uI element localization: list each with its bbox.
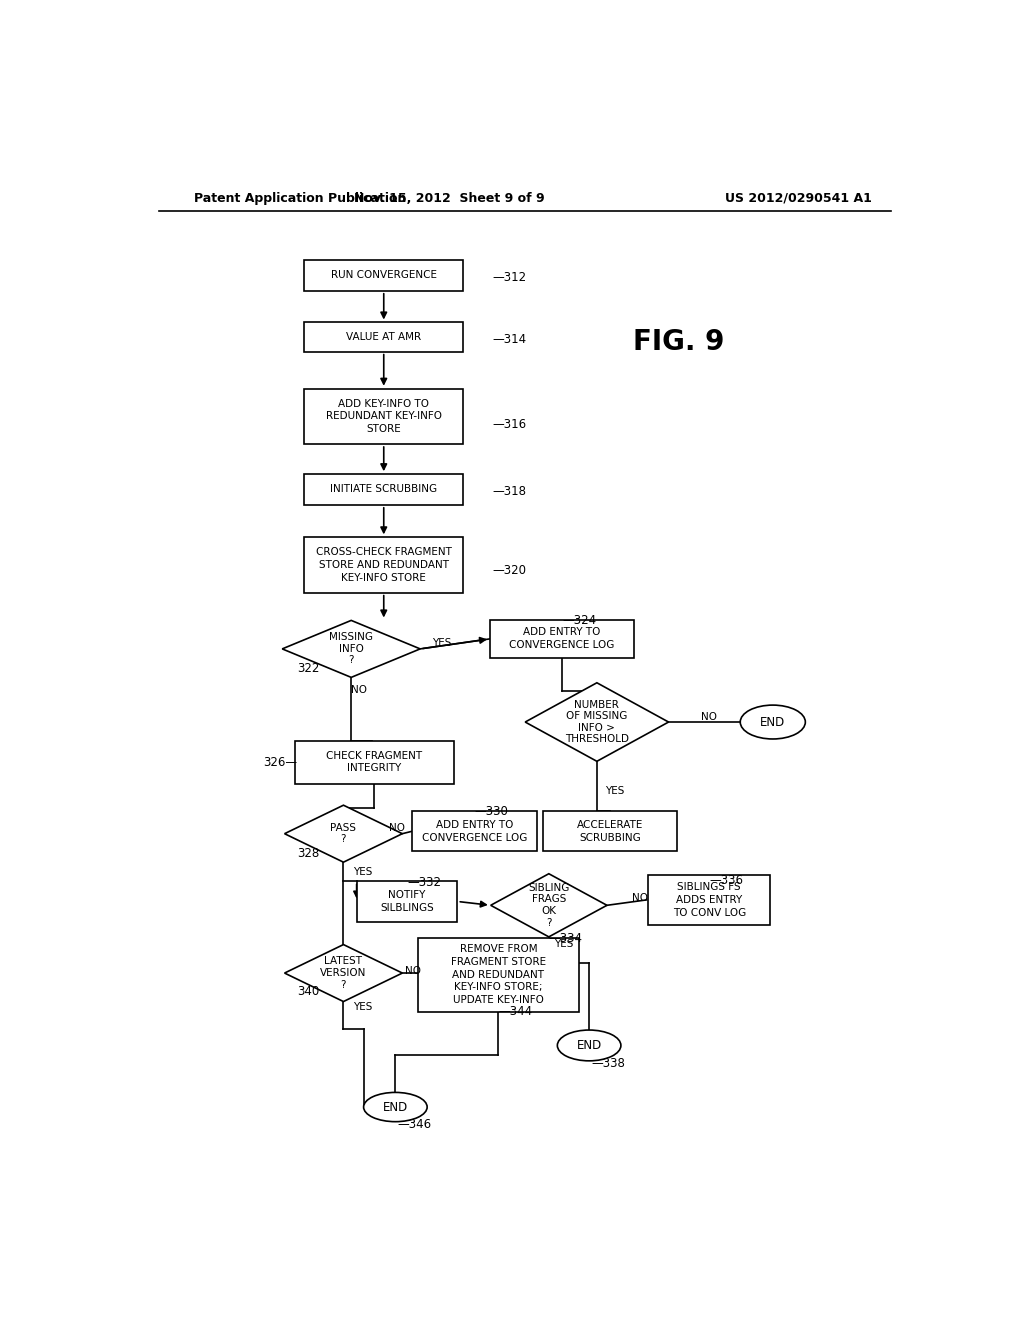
Polygon shape [285,805,402,862]
Text: —334: —334 [549,932,583,945]
Text: —338: —338 [592,1056,626,1069]
Text: US 2012/0290541 A1: US 2012/0290541 A1 [725,191,871,205]
Ellipse shape [740,705,805,739]
Text: 322: 322 [297,661,319,675]
Text: SIBLING
FRAGS
OK
?: SIBLING FRAGS OK ? [528,883,569,928]
Text: —312: —312 [493,271,526,284]
Text: NO: NO [389,824,406,833]
FancyBboxPatch shape [356,880,458,923]
Text: END: END [383,1101,408,1114]
FancyBboxPatch shape [304,260,463,290]
Text: —314: —314 [493,333,526,346]
FancyBboxPatch shape [544,812,677,851]
Text: YES: YES [604,787,624,796]
Text: YES: YES [554,939,573,949]
Text: NUMBER
OF MISSING
INFO >
THRESHOLD: NUMBER OF MISSING INFO > THRESHOLD [565,700,629,744]
Text: CHECK FRAGMENT
INTEGRITY: CHECK FRAGMENT INTEGRITY [327,751,423,774]
Text: NO: NO [404,966,421,975]
FancyBboxPatch shape [490,619,634,659]
FancyBboxPatch shape [304,322,463,351]
Text: PASS
?: PASS ? [331,822,356,845]
Text: NO: NO [701,713,718,722]
FancyBboxPatch shape [304,474,463,506]
Text: INITIATE SCRUBBING: INITIATE SCRUBBING [330,484,437,495]
FancyBboxPatch shape [304,537,463,593]
Polygon shape [525,682,669,762]
FancyBboxPatch shape [412,812,538,851]
Text: ADD KEY-INFO TO
REDUNDANT KEY-INFO
STORE: ADD KEY-INFO TO REDUNDANT KEY-INFO STORE [326,399,441,434]
Text: —320: —320 [493,564,526,577]
Text: YES: YES [432,639,452,648]
Text: Patent Application Publication: Patent Application Publication [194,191,407,205]
Text: SIBLINGS FS
ADDS ENTRY
TO CONV LOG: SIBLINGS FS ADDS ENTRY TO CONV LOG [673,882,745,917]
Text: —336: —336 [710,874,743,887]
FancyBboxPatch shape [304,388,463,444]
Text: VALUE AT AMR: VALUE AT AMR [346,333,421,342]
Text: —332: —332 [407,875,441,888]
Text: NO: NO [632,892,648,903]
Text: ADD ENTRY TO
CONVERGENCE LOG: ADD ENTRY TO CONVERGENCE LOG [422,820,527,842]
Text: YES: YES [352,867,372,878]
Text: —330: —330 [474,805,508,818]
Text: Nov. 15, 2012  Sheet 9 of 9: Nov. 15, 2012 Sheet 9 of 9 [354,191,545,205]
Text: —344: —344 [499,1005,532,1018]
Text: END: END [760,715,785,729]
Text: FIG. 9: FIG. 9 [633,327,724,355]
FancyBboxPatch shape [648,875,770,925]
Text: —346: —346 [397,1118,432,1131]
Text: CROSS-CHECK FRAGMENT
STORE AND REDUNDANT
KEY-INFO STORE: CROSS-CHECK FRAGMENT STORE AND REDUNDANT… [315,548,452,582]
Text: REMOVE FROM
FRAGMENT STORE
AND REDUNDANT
KEY-INFO STORE;
UPDATE KEY-INFO: REMOVE FROM FRAGMENT STORE AND REDUNDANT… [451,944,546,1006]
Text: 328: 328 [297,847,319,861]
Polygon shape [283,620,420,677]
Text: —318: —318 [493,486,526,499]
Text: MISSING
INFO
?: MISSING INFO ? [329,632,373,665]
Text: NOTIFY
SILBLINGS: NOTIFY SILBLINGS [380,890,434,913]
Text: 326—: 326— [263,755,297,768]
Ellipse shape [364,1093,427,1122]
FancyBboxPatch shape [418,937,579,1011]
Ellipse shape [557,1030,621,1061]
Text: 340: 340 [297,985,319,998]
Polygon shape [285,945,402,1002]
Text: YES: YES [352,1002,372,1012]
Text: —316: —316 [493,417,526,430]
Text: LATEST
VERSION
?: LATEST VERSION ? [321,957,367,990]
Text: ACCELERATE
SCRUBBING: ACCELERATE SCRUBBING [577,820,643,842]
Text: END: END [577,1039,602,1052]
Polygon shape [490,874,607,937]
Text: RUN CONVERGENCE: RUN CONVERGENCE [331,271,437,280]
Text: NO: NO [351,685,367,694]
Text: ADD ENTRY TO
CONVERGENCE LOG: ADD ENTRY TO CONVERGENCE LOG [509,627,614,651]
FancyBboxPatch shape [295,741,454,784]
Text: —324: —324 [562,614,596,627]
